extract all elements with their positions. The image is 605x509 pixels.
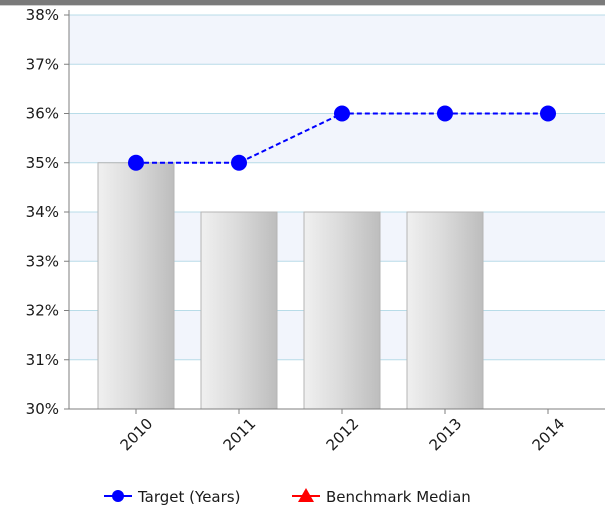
y-tick-label: 32% <box>26 302 59 320</box>
bar <box>303 211 381 410</box>
bar <box>97 162 175 410</box>
y-tick-label: 31% <box>26 351 59 369</box>
legend-item-target[interactable]: Target (Years) <box>104 488 240 506</box>
legend-benchmark-label: Benchmark Median <box>326 488 471 506</box>
top-border-highlight <box>0 5 605 6</box>
y-tick-label: 35% <box>26 154 59 172</box>
x-tick-label: 2012 <box>323 415 363 455</box>
legend: Target (Years) Benchmark Median <box>104 488 471 506</box>
legend-benchmark-triangle-icon <box>298 488 314 502</box>
top-border <box>0 0 605 5</box>
line-series <box>128 105 556 171</box>
data-point <box>437 105 453 122</box>
bar <box>406 211 484 410</box>
axes <box>64 10 605 414</box>
x-tick-label: 2011 <box>220 415 260 455</box>
y-tick-label: 36% <box>26 105 59 123</box>
y-tick-label: 38% <box>26 6 59 24</box>
data-point <box>334 105 350 122</box>
y-tick-label: 34% <box>26 203 59 221</box>
y-tick-label: 33% <box>26 252 59 270</box>
data-point <box>231 154 247 171</box>
bar <box>200 211 278 410</box>
legend-item-benchmark[interactable]: Benchmark Median <box>292 488 471 506</box>
bar-series <box>97 162 484 410</box>
y-tick-label: 30% <box>26 400 59 418</box>
x-tick-label: 2013 <box>426 415 466 455</box>
x-tick-label: 2010 <box>117 415 157 455</box>
y-tick-label: 37% <box>26 55 59 73</box>
x-tick-label: 2014 <box>529 415 569 455</box>
data-point <box>540 105 556 122</box>
data-point <box>128 154 144 171</box>
grid-band <box>69 113 605 163</box>
y-tick-labels: 30% 31% 32% 33% 34% 35% 36% 37% 38% <box>26 6 59 418</box>
legend-target-label: Target (Years) <box>137 488 240 506</box>
x-tick-labels: 2010 2011 2012 2013 2014 <box>117 415 569 455</box>
grid-band <box>69 15 605 65</box>
legend-target-circle-icon <box>112 490 124 502</box>
